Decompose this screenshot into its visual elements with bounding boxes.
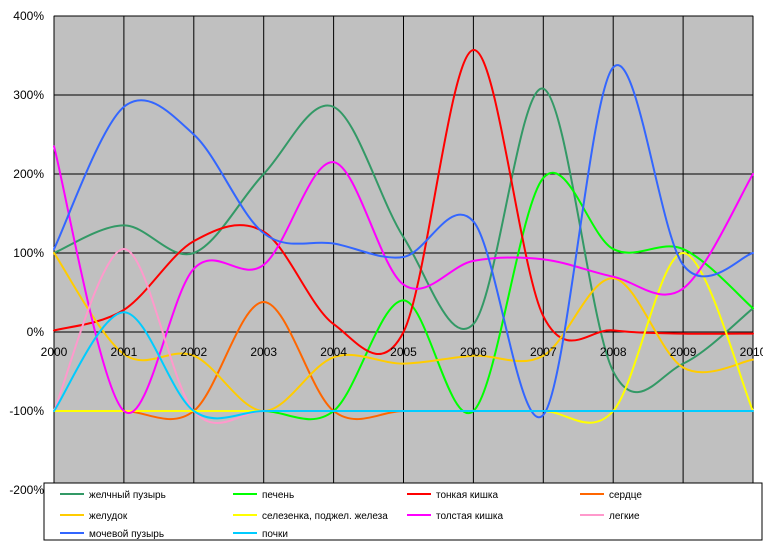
- legend-box: [43, 482, 763, 541]
- legend-label: желудок: [89, 511, 128, 522]
- series-line: [53, 145, 754, 415]
- x-tick-label: 2000: [41, 345, 68, 359]
- x-tick-label: 2007: [530, 345, 557, 359]
- legend-label: мочевой пузырь: [89, 529, 164, 540]
- series-lines: [53, 48, 754, 424]
- series-line: [53, 48, 754, 355]
- x-tick-label: 2010: [740, 345, 763, 359]
- y-tick-label: -100%: [9, 404, 44, 418]
- legend-label: печень: [262, 490, 294, 501]
- x-tick-label: 2001: [111, 345, 138, 359]
- legend-label: почки: [262, 529, 288, 540]
- legend-label: толстая кишка: [436, 511, 503, 522]
- x-tick-label: 2003: [250, 345, 277, 359]
- y-axis-tick-labels: -200% -100% 0% 100% 200% 300% 400%: [9, 9, 44, 497]
- series-line: [53, 64, 754, 419]
- legend-label: тонкая кишка: [436, 490, 498, 501]
- y-tick-label: -200%: [9, 483, 44, 497]
- x-tick-label: 2004: [320, 345, 347, 359]
- y-tick-label: 300%: [13, 88, 44, 102]
- x-tick-label: 2006: [460, 345, 487, 359]
- x-tick-label: 2009: [670, 345, 697, 359]
- y-tick-label: 100%: [13, 246, 44, 260]
- legend-label: селезенка, поджел. железа: [262, 511, 388, 522]
- legend: желчный пузырь печень тонкая кишка сердце же…: [43, 482, 763, 541]
- x-tick-label: 2008: [600, 345, 627, 359]
- legend-label: легкие: [609, 511, 640, 522]
- x-tick-label: 2005: [390, 345, 417, 359]
- y-tick-label: 400%: [13, 9, 44, 23]
- x-tick-label: 2002: [180, 345, 207, 359]
- y-tick-label: 200%: [13, 167, 44, 181]
- legend-label: сердце: [609, 490, 642, 501]
- legend-label: желчный пузырь: [89, 490, 166, 501]
- series-line: [53, 311, 754, 420]
- y-tick-label: 0%: [27, 325, 45, 339]
- series-line: [53, 87, 754, 394]
- x-axis-tick-labels: 2000 2001 2002 2003 2004 2005 2006 2007 2008 2009…: [41, 345, 763, 359]
